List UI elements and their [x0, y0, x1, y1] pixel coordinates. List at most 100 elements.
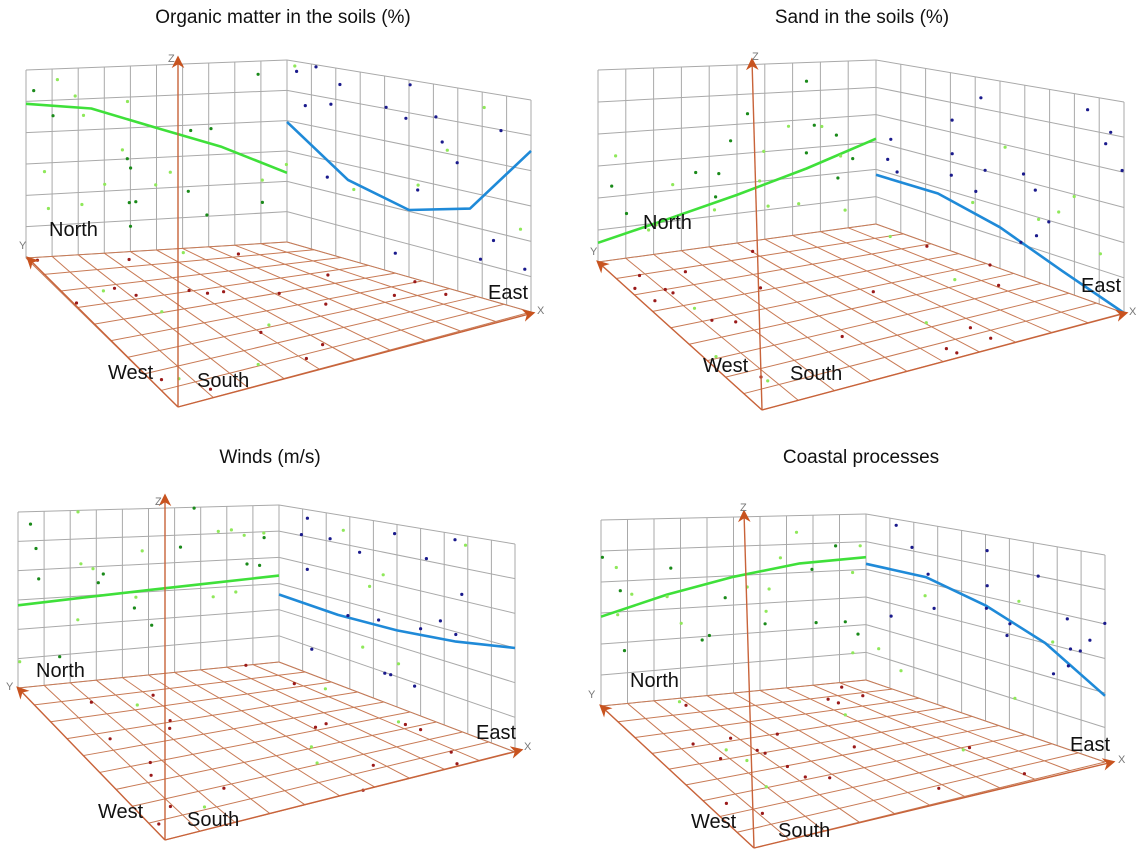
sample-point — [108, 737, 112, 741]
sample-point — [786, 124, 791, 128]
sample-point — [707, 633, 712, 638]
sample-point — [325, 175, 329, 179]
sample-point — [871, 290, 875, 294]
wall-gridline — [278, 583, 516, 649]
sample-point — [924, 321, 928, 325]
floor-gridline — [653, 254, 835, 391]
sample-point — [234, 590, 238, 594]
floor-gridline — [122, 677, 306, 806]
sample-point — [216, 529, 220, 534]
sample-point — [729, 736, 733, 740]
sample-point — [341, 528, 345, 532]
wall-gridline — [865, 651, 1106, 728]
sample-point — [614, 154, 618, 158]
sample-point — [851, 157, 855, 161]
sample-point — [150, 623, 154, 627]
sample-point — [310, 647, 314, 651]
sample-point — [258, 563, 262, 568]
trend-line-x-z — [25, 102, 288, 175]
sample-point — [159, 378, 164, 382]
sample-point — [717, 172, 721, 176]
floor-gridline — [127, 288, 450, 358]
sample-point — [684, 703, 688, 707]
sample-point — [377, 618, 381, 622]
sample-point — [419, 627, 423, 631]
wall-gridline — [865, 624, 1106, 694]
sample-point — [222, 290, 226, 294]
sample-point — [32, 89, 36, 93]
panel-organic-matter: Organic matter in the soils (%) Z Y X No… — [19, 7, 545, 408]
sample-point — [691, 742, 695, 746]
wall-gridline — [597, 168, 877, 199]
wall-gridline — [865, 568, 1106, 625]
sample-point — [794, 530, 799, 534]
wall-gridline — [875, 86, 1125, 138]
sample-point — [314, 65, 318, 69]
sample-point — [209, 127, 213, 131]
sample-points — [18, 506, 468, 826]
sample-point — [861, 694, 865, 698]
floor-gridline — [625, 257, 799, 401]
sample-point — [1065, 617, 1069, 621]
sample-point — [997, 283, 1001, 287]
sample-point — [403, 722, 407, 727]
sample-point — [751, 249, 755, 253]
sample-point — [440, 140, 444, 144]
sample-point — [804, 151, 809, 155]
sample-point — [610, 184, 614, 188]
floor-gridline — [839, 682, 1071, 772]
sample-point — [37, 577, 41, 581]
floor-gridline — [725, 292, 1070, 378]
sample-point — [444, 292, 448, 296]
sample-point — [157, 822, 161, 826]
floor-gridline — [875, 223, 1125, 314]
sample-point — [971, 200, 975, 205]
sample-point — [683, 270, 688, 274]
floor-gridline — [95, 679, 271, 814]
sample-point — [371, 763, 375, 767]
sample-point — [810, 567, 814, 572]
floor-gridline — [17, 661, 280, 689]
sample-point — [899, 669, 903, 673]
sample-point — [127, 257, 131, 262]
wall-gridline — [25, 59, 288, 71]
sample-point — [1051, 640, 1055, 644]
box-grid — [597, 59, 1125, 411]
sample-point — [101, 289, 105, 293]
sample-point — [189, 128, 193, 133]
sample-point — [324, 722, 328, 726]
wall-gridline — [600, 624, 867, 645]
sample-point — [955, 351, 959, 355]
wall-gridline — [17, 556, 280, 572]
wall-gridline — [597, 196, 877, 231]
floor-gridline — [616, 233, 904, 279]
floor-gridline — [627, 703, 790, 840]
trend-lines — [17, 574, 516, 650]
sample-point — [758, 179, 762, 183]
sample-point — [950, 152, 954, 156]
sample-point — [700, 638, 704, 642]
sample-point — [103, 182, 107, 186]
sample-point — [843, 620, 847, 624]
axes — [26, 55, 536, 408]
sample-point — [168, 804, 172, 809]
sample-point — [74, 301, 79, 305]
trend-line-y-z — [278, 593, 516, 650]
sample-point — [1103, 621, 1107, 626]
floor-gridline — [104, 252, 285, 379]
trend-line-x-z — [597, 137, 877, 245]
floor-gridline — [130, 251, 320, 370]
sample-point — [637, 273, 642, 278]
floor-gridline — [83, 701, 384, 757]
sample-point — [326, 273, 330, 277]
floor-gridline — [812, 684, 1035, 780]
sample-point — [839, 154, 843, 158]
sample-point — [797, 202, 801, 206]
y-axis — [26, 256, 179, 408]
sample-point — [208, 387, 213, 391]
sample-point — [1017, 599, 1021, 603]
floor-gridline — [617, 688, 893, 723]
sample-point — [775, 732, 779, 736]
x-axis — [753, 758, 1116, 849]
